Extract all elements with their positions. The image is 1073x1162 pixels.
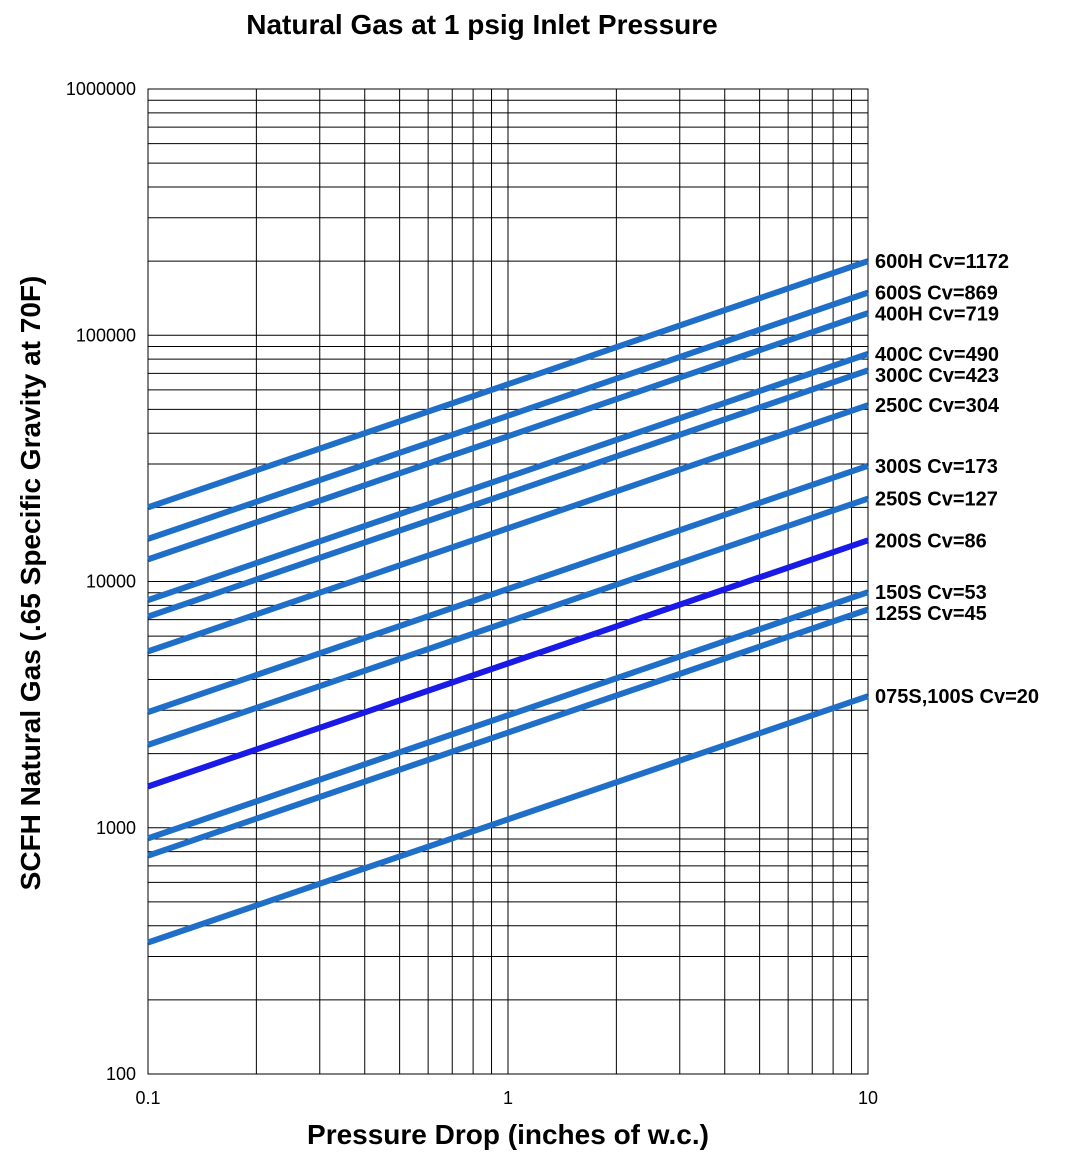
series-line [147, 537, 869, 790]
series-label: 300S Cv=173 [875, 456, 998, 478]
series-label: 400H Cv=719 [875, 304, 999, 326]
x-tick-labels: 0.1 1 10 [135, 1088, 878, 1108]
x-tick-label: 10 [858, 1088, 878, 1108]
x-tick-label: 0.1 [135, 1088, 160, 1108]
y-tick-label: 10000 [86, 572, 136, 592]
x-tick-label: 1 [503, 1088, 513, 1108]
series-line [147, 351, 869, 603]
series-line [147, 693, 869, 946]
y-tick-label: 1000000 [66, 79, 136, 99]
series-label: 075S,100S Cv=20 [875, 686, 1039, 708]
x-axis-label: Pressure Drop (inches of w.c.) [307, 1119, 709, 1150]
chart-title: Natural Gas at 1 psig Inlet Pressure [246, 9, 718, 40]
series-label: 300C Cv=423 [875, 365, 999, 387]
series-label: 150S Cv=53 [875, 582, 987, 604]
series-group [147, 258, 869, 946]
y-tick-label: 1000 [96, 818, 136, 838]
series-line [147, 402, 869, 655]
series-line [147, 589, 869, 842]
series-label: 200S Cv=86 [875, 530, 987, 552]
y-tick-label: 100000 [76, 325, 136, 345]
series-label: 250C Cv=304 [875, 395, 1000, 417]
y-axis-label: SCFH Natural Gas (.65 Specific Gravity a… [15, 276, 46, 891]
series-label: 600S Cv=869 [875, 283, 998, 305]
series-line [147, 367, 869, 620]
series-label: 400C Cv=490 [875, 344, 999, 366]
series-line [147, 289, 869, 542]
series-label: 600H Cv=1172 [875, 251, 1009, 273]
series-label: 250S Cv=127 [875, 489, 998, 511]
series-line [147, 606, 869, 859]
plot-frame [147, 88, 869, 1075]
series-label: 125S Cv=45 [875, 603, 987, 625]
series-line [147, 495, 869, 748]
series-line [147, 258, 869, 511]
y-tick-label: 100 [106, 1064, 136, 1084]
y-tick-labels: 100 1000 10000 100000 1000000 [66, 79, 136, 1084]
series-line [147, 462, 869, 715]
series-line [147, 310, 869, 563]
